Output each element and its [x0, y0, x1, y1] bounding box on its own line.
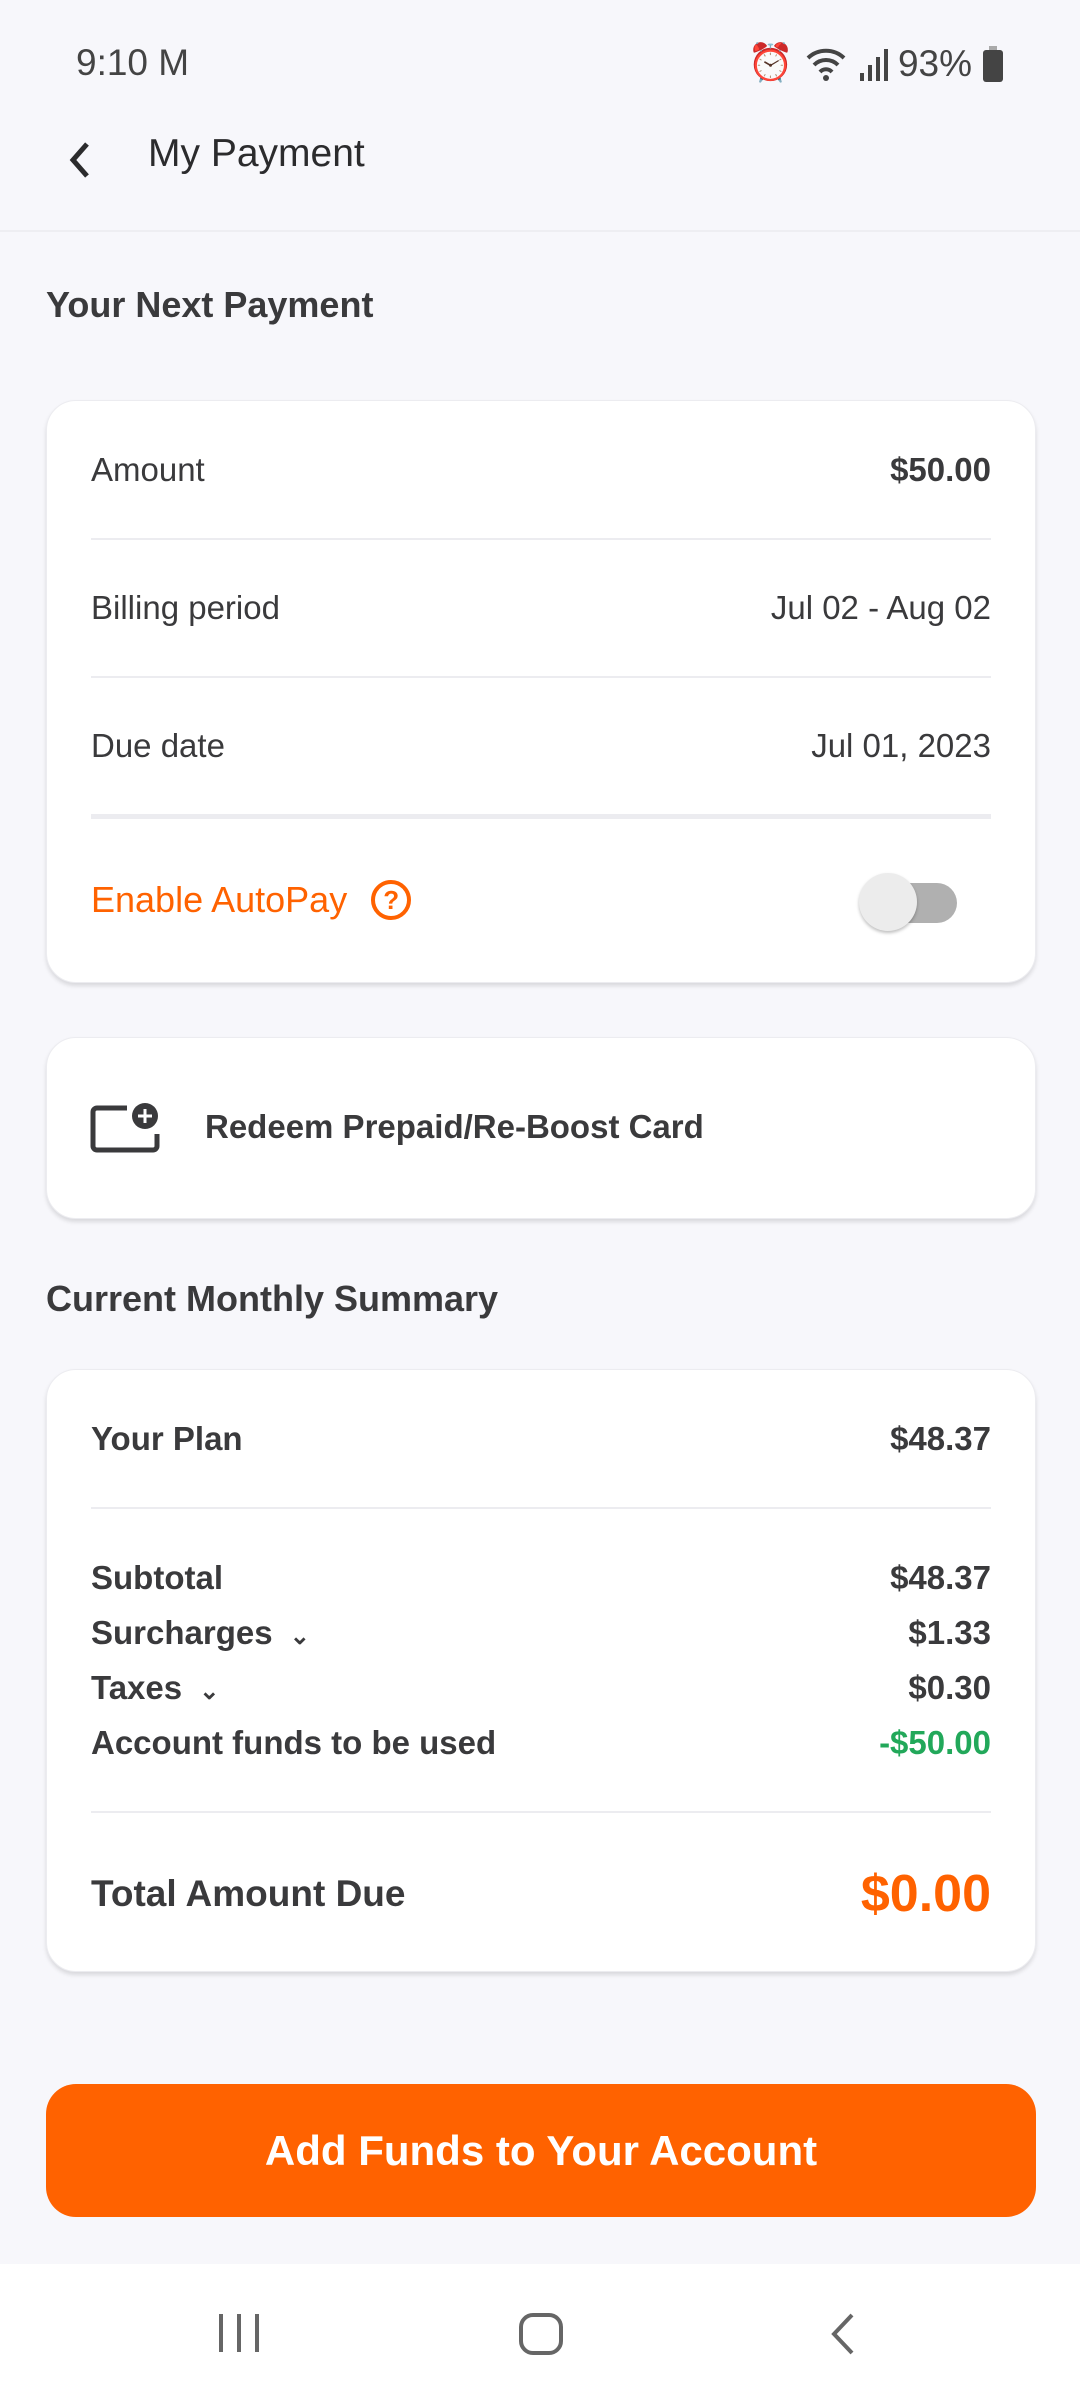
back-nav-icon[interactable] [828, 2312, 858, 2356]
divider [91, 814, 991, 819]
divider [91, 538, 991, 540]
plan-row: Your Plan $48.37 [91, 1420, 991, 1457]
battery-level: 93% [897, 42, 972, 84]
subtotal-row: Subtotal $48.37 [91, 1559, 991, 1596]
redeem-label: Redeem Prepaid/Re-Boost Card [205, 1108, 704, 1145]
autopay-toggle[interactable] [859, 873, 957, 931]
system-nav-bar [0, 2264, 1080, 2400]
total-row: Total Amount Due $0.00 [91, 1865, 991, 1923]
add-funds-button[interactable]: Add Funds to Your Account [46, 2084, 1036, 2217]
chevron-left-icon [69, 142, 89, 178]
chevron-down-icon: ⌄ [199, 1678, 220, 1705]
help-icon[interactable]: ? [371, 880, 412, 920]
status-time: 9:10 M [76, 42, 190, 83]
app-header: My Payment [0, 110, 1080, 232]
back-button[interactable] [50, 130, 110, 190]
divider [91, 1507, 991, 1509]
surcharges-row[interactable]: Surcharges ⌄ $1.33 [91, 1614, 991, 1651]
next-payment-card: Amount $50.00 Billing period Jul 02 - Aug … [46, 400, 1036, 983]
wifi-icon [806, 48, 846, 81]
recent-apps-icon[interactable] [216, 2312, 262, 2354]
divider [91, 1811, 991, 1813]
toggle-knob [859, 873, 917, 931]
due-date-row: Due date Jul 01, 2023 [91, 727, 991, 764]
divider [91, 676, 991, 678]
autopay-row: Enable AutoPay ? [91, 879, 991, 921]
billing-period-row: Billing period Jul 02 - Aug 02 [91, 589, 991, 626]
card-add-icon [90, 1103, 160, 1153]
taxes-row[interactable]: Taxes ⌄ $0.30 [91, 1669, 991, 1706]
total-amount: $0.00 [860, 1865, 991, 1923]
alarm-icon: ⏰ [747, 42, 794, 83]
redeem-card-button[interactable]: Redeem Prepaid/Re-Boost Card [46, 1037, 1036, 1219]
summary-card: Your Plan $48.37 Subtotal $48.37 Surcharge… [46, 1369, 1036, 1972]
page-title: My Payment [148, 132, 365, 175]
amount-row: Amount $50.00 [91, 451, 991, 488]
battery-icon [983, 45, 1003, 82]
account-funds-row: Account funds to be used -$50.00 [91, 1724, 991, 1761]
signal-icon [859, 48, 888, 81]
section-title-summary: Current Monthly Summary [46, 1278, 499, 1319]
section-title-next-payment: Your Next Payment [46, 284, 374, 325]
chevron-down-icon: ⌄ [289, 1623, 310, 1650]
gmail-icon: M [158, 42, 190, 83]
status-bar: 9:10 M ⏰ 93% [0, 0, 1080, 110]
autopay-label: Enable AutoPay [91, 879, 348, 920]
home-icon[interactable] [518, 2312, 564, 2356]
